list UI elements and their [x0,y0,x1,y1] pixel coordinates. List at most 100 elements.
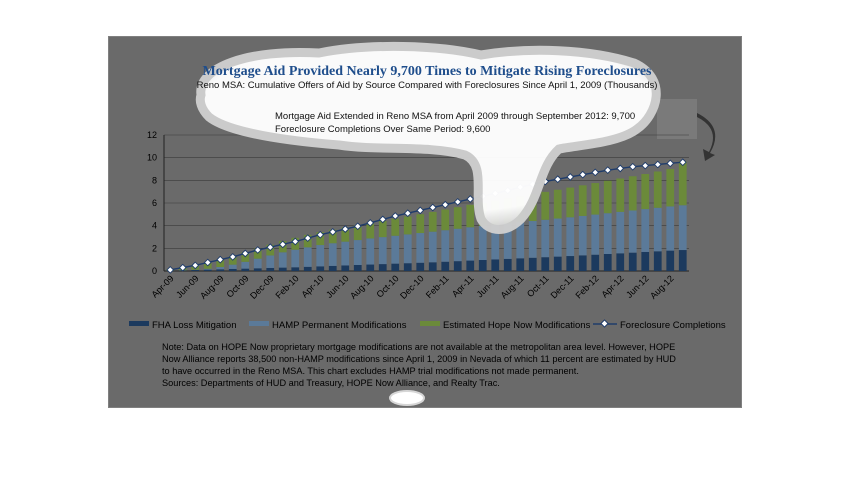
foreclosure-marker [553,175,562,184]
bar-segment [391,263,400,271]
bar-segment [491,224,500,260]
x-tick-label: Feb-12 [573,273,600,300]
bar-segment [616,253,625,271]
bar-segment [591,254,600,271]
bar-segment [628,252,637,271]
bar-segment [341,241,350,266]
x-tick-label: Apr-09 [149,273,175,299]
bar-segment [453,207,462,229]
foreclosure-marker [178,263,187,272]
chart-title: Mortgage Aid Provided Nearly 9,700 Times… [203,64,653,79]
legend-label-foreclosure: Foreclosure Completions [620,320,726,331]
bar-segment [191,269,200,271]
foreclosure-marker [666,159,675,168]
legend-swatch-fha [129,321,149,326]
note-line-1: Note: Data on HOPE Now proprietary mortg… [162,342,675,352]
bar-segment [328,243,337,266]
bar-segment [241,268,250,271]
x-tick-label: Aug-11 [499,273,526,300]
foreclosure-marker [341,225,350,233]
foreclosure-marker [591,168,600,177]
bar-segment [441,261,450,271]
legend-label-hope: Estimated Hope Now Modifications [443,320,591,331]
bar-segment [316,245,325,267]
bar-segment [328,265,337,271]
bar-segment [453,261,462,271]
bar-segment [291,267,300,271]
bar-segment [678,250,687,271]
bar-segment [391,218,400,236]
foreclosure-marker [616,164,625,173]
bar-segment [253,268,262,271]
bar-segment [291,249,300,268]
bar-segment [541,191,550,220]
bar-segment [528,221,537,258]
bar-segment [228,268,237,271]
y-tick-label: 2 [152,243,157,253]
foreclosure-marker [366,218,375,227]
bar-segment [216,269,225,271]
bar-segment [566,256,575,271]
bar-segment [203,269,212,271]
bar-segment [503,223,512,259]
bar-segment [616,178,625,212]
bar-segment [366,223,375,239]
bar-segment [453,228,462,262]
note-line-3: to have occurred in the Reno MSA. This c… [162,366,579,376]
foreclosure-marker [266,243,275,252]
foreclosure-marker [391,212,400,220]
x-tick-label: Aug-10 [348,273,376,301]
bar-segment [603,254,612,271]
bar-segment [303,247,312,267]
bar-segment [628,176,637,211]
y-tick-label: 6 [152,198,157,208]
foreclosure-marker [428,203,437,212]
x-tick-label: Oct-09 [224,273,250,299]
bottom-oval [389,390,425,406]
bar-segment [578,255,587,271]
bar-segment [603,180,612,214]
y-tick-label: 12 [147,130,157,140]
cloud-highlight [195,41,661,234]
bar-segment [228,264,237,269]
bar-segment [366,264,375,271]
bar-segment [266,255,275,268]
callout-line-1: Mortgage Aid Extended in Reno MSA from A… [275,111,635,122]
bar-segment [366,238,375,265]
bar-segment [466,227,475,261]
bar-segment [653,171,662,208]
bar-segment [341,265,350,271]
plot-area: 024681012Apr-09Jun-09Aug-09Oct-09Dec-09F… [147,130,689,301]
bar-segment [478,226,487,261]
bar-segment [653,207,662,252]
x-tick-label: Dec-10 [398,273,426,301]
bar-segment [541,219,550,258]
legend-marker-foreclosure [600,319,609,328]
y-tick-label: 8 [152,175,157,185]
x-tick-label: Jun-09 [174,273,201,300]
bar-segment [516,258,525,271]
bar-segment [478,260,487,271]
foreclosure-marker [228,252,237,261]
bar-segment [466,204,475,228]
foreclosure-marker [203,258,212,267]
bar-segment [641,173,650,210]
bar-segment [678,205,687,251]
bar-segment [441,209,450,231]
foreclosure-marker [578,170,587,179]
x-tick-label: Apr-11 [450,273,476,299]
bar-segment [428,231,437,263]
foreclosure-marker [191,261,200,270]
bar-segment [541,257,550,271]
bar-segment [553,189,562,219]
foreclosure-marker [216,255,225,264]
bar-segment [528,257,537,271]
bar-segment [591,183,600,215]
foreclosure-marker [353,222,362,231]
foreclosure-marker [403,209,412,218]
bar-segment [666,169,675,207]
foreclosure-marker [253,246,262,254]
bar-segment [466,260,475,271]
bar-segment [341,227,350,242]
legend-label-fha: FHA Loss Mitigation [152,320,236,331]
